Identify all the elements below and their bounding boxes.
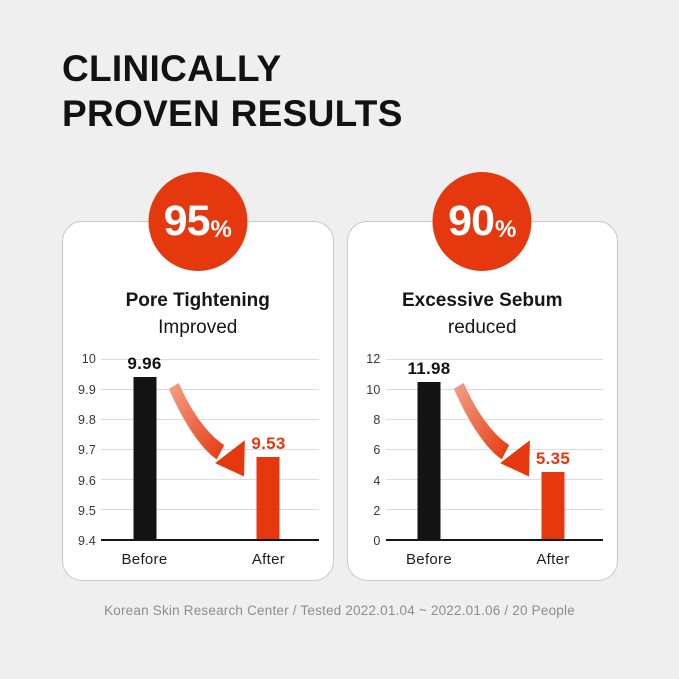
y-axis-labels: 12 10 8 6 4 2 0 — [354, 352, 386, 548]
chart-title: Pore Tightening Improved — [63, 288, 333, 341]
gridline — [385, 389, 603, 391]
y-tick-label: 9.7 — [78, 443, 96, 458]
y-tick-label: 8 — [373, 412, 381, 427]
card-excessive-sebum: 90% Excessive Sebum reduced 12 10 8 6 4 2 0 11… — [346, 172, 618, 581]
y-tick-label: 9.4 — [78, 534, 96, 549]
y-tick-label: 12 — [366, 352, 381, 367]
bar-before — [133, 377, 156, 540]
y-tick-label: 10 — [366, 382, 381, 397]
badge-percent-sign: % — [210, 215, 232, 243]
chart-title-main: Excessive Sebum — [401, 290, 563, 311]
percentage-badge: 90% — [432, 172, 532, 271]
card-pore-tightening: 95% Pore Tightening Improved 10 9.9 9.8 9.7… — [62, 172, 334, 581]
chart-title-sub: reduced — [447, 316, 517, 338]
bar-value-label: 9.53 — [251, 434, 286, 454]
percentage-badge: 95% — [148, 172, 248, 271]
bar-chart-excessive-sebum: 12 10 8 6 4 2 0 11.98 5.35 Before After — [348, 352, 618, 573]
gridline — [385, 479, 603, 481]
bar-value-label: 9.96 — [127, 354, 162, 374]
x-category-label: Before — [121, 551, 168, 569]
decrease-arrow-icon — [453, 382, 530, 477]
y-tick-label: 9.9 — [78, 382, 96, 397]
plot-area: 9.96 9.53 — [101, 354, 319, 542]
page-title-line-2: PROVEN RESULTS — [62, 93, 403, 135]
gridline — [385, 359, 603, 361]
x-axis-labels: Before After — [386, 541, 604, 573]
gridline — [385, 509, 603, 511]
gridline — [385, 419, 603, 421]
gridline — [101, 509, 319, 511]
badge-percent-sign: % — [495, 215, 517, 243]
chart-title-main: Pore Tightening — [125, 290, 270, 311]
badge-value: 90 — [448, 197, 495, 245]
badge-value: 95 — [163, 197, 211, 245]
gridline — [101, 479, 319, 481]
y-axis-labels: 10 9.9 9.8 9.7 9.6 9.5 9.4 — [69, 352, 101, 548]
y-tick-label: 9.8 — [78, 412, 96, 427]
page-title: CLINICALLY PROVEN RESULTS — [62, 46, 403, 136]
footer-disclaimer: Korean Skin Research Center / Tested 202… — [104, 603, 575, 618]
result-cards: 95% Pore Tightening Improved 10 9.9 9.8 9.7… — [62, 172, 618, 581]
y-tick-label: 9.5 — [78, 503, 96, 518]
y-tick-label: 6 — [373, 443, 381, 458]
bar-before — [417, 381, 441, 540]
gridline — [101, 359, 319, 361]
y-tick-label: 4 — [373, 473, 381, 488]
gridline — [101, 389, 319, 391]
gridline — [101, 419, 319, 421]
x-axis-labels: Before After — [101, 541, 319, 573]
x-category-label: Before — [406, 551, 452, 569]
bar-after — [256, 457, 280, 540]
decrease-arrow-icon — [169, 382, 246, 477]
x-category-label: After — [251, 551, 286, 569]
chart-title-sub: Improved — [158, 316, 238, 338]
y-tick-label: 10 — [81, 352, 96, 367]
x-category-label: After — [536, 551, 570, 569]
bar-value-label: 5.35 — [535, 448, 571, 468]
bar-value-label: 11.98 — [407, 358, 451, 378]
y-tick-label: 2 — [373, 503, 381, 518]
y-tick-label: 0 — [373, 534, 381, 549]
bar-after — [541, 471, 565, 540]
chart-title: Excessive Sebum reduced — [348, 288, 618, 341]
plot-area: 11.98 5.35 — [385, 358, 603, 542]
page-title-line-1: CLINICALLY — [62, 48, 282, 89]
y-tick-label: 9.6 — [78, 473, 96, 488]
bar-chart-pore-tightening: 10 9.9 9.8 9.7 9.6 9.5 9.4 9.96 9.53 Before Afte… — [63, 352, 333, 573]
